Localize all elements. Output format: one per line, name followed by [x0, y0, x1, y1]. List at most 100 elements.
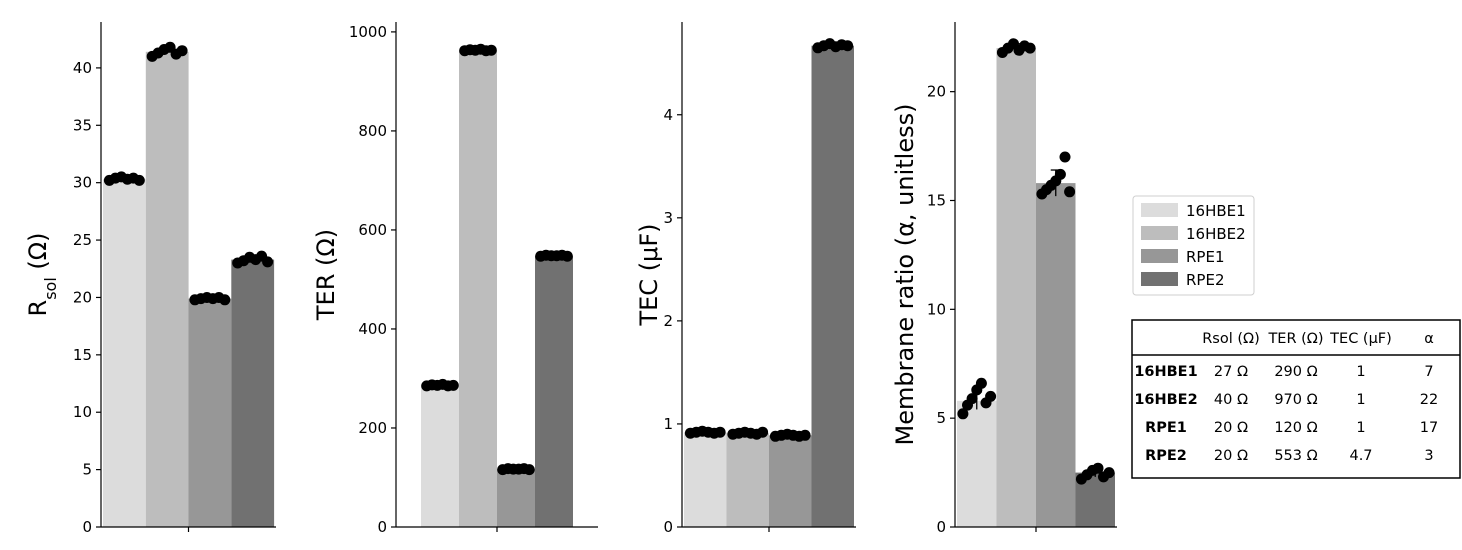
table-cell: 40 Ω	[1214, 392, 1248, 408]
point-RPE2	[1103, 467, 1115, 479]
bar-16HBE1	[957, 400, 997, 528]
bar-RPE1	[497, 469, 535, 527]
bar-RPE1	[1036, 183, 1076, 527]
bar-RPE1	[188, 298, 232, 527]
point-RPE2	[561, 250, 573, 262]
point-RPE1	[1054, 168, 1066, 180]
y-tick-label: 0	[936, 518, 946, 536]
point-RPE1	[523, 464, 535, 476]
bar-16HBE2	[459, 50, 497, 527]
y-tick-label: 40	[73, 59, 92, 77]
legend-label-16HBE1: 16HBE1	[1186, 202, 1246, 220]
bar-16HBE1	[684, 432, 727, 527]
table-cell: 20 Ω	[1214, 448, 1248, 464]
panel-1: 0 5 10 15 20 25 30 35 40 Rsol (Ω)	[24, 22, 276, 536]
point-RPE2	[262, 256, 274, 268]
bar-16HBE2	[996, 48, 1036, 527]
table-row-label: RPE2	[1145, 448, 1187, 464]
y-tick-label: 0	[82, 518, 92, 536]
point-16HBE1	[714, 426, 726, 438]
legend: 16HBE1 16HBE2 RPE1 RPE2	[1132, 195, 1255, 296]
y-tick-label: 35	[73, 116, 92, 134]
table-cell: 970 Ω	[1274, 392, 1317, 408]
bar-RPE2	[811, 45, 854, 527]
point-16HBE1	[957, 408, 969, 420]
table-row-label: 16HBE2	[1134, 392, 1197, 408]
table-cell: 7	[1424, 364, 1433, 380]
table-header: TEC (μF)	[1329, 331, 1392, 347]
point-16HBE2	[757, 426, 769, 438]
table-header: α	[1424, 331, 1434, 347]
y-tick-label: 20	[927, 83, 946, 101]
legend-swatch-16HBE1	[1141, 203, 1178, 217]
y-tick-label: 2	[663, 312, 673, 330]
point-RPE2	[842, 40, 854, 52]
legend-label-RPE1: RPE1	[1186, 248, 1225, 266]
point-16HBE1	[447, 379, 459, 391]
y-tick-label: 15	[927, 191, 946, 209]
table-cell: 4.7	[1349, 448, 1372, 464]
point-RPE1	[219, 294, 231, 306]
y-tick-label: 10	[73, 403, 92, 421]
table-cell: 17	[1420, 420, 1438, 436]
y-axis-label: TEC (μF)	[635, 223, 663, 326]
legend-swatch-RPE2	[1141, 272, 1178, 286]
table-cell: 20 Ω	[1214, 420, 1248, 436]
bar-RPE2	[231, 259, 275, 527]
table-cell: 1	[1356, 420, 1365, 436]
y-tick-label: 4	[663, 106, 673, 124]
y-tick-label: 800	[358, 122, 387, 140]
table-cell: 27 Ω	[1214, 364, 1248, 380]
table-header: TER (Ω)	[1267, 331, 1323, 347]
table-header: Rsol (Ω)	[1202, 331, 1260, 347]
table-row-label: 16HBE1	[1134, 364, 1197, 380]
y-tick-label: 400	[358, 320, 387, 338]
y-tick-label: 600	[358, 221, 387, 239]
table-cell: 3	[1424, 448, 1433, 464]
point-16HBE1	[985, 390, 997, 402]
y-tick-label: 30	[73, 174, 92, 192]
y-tick-label: 0	[377, 518, 387, 536]
legend-label-RPE2: RPE2	[1186, 271, 1225, 289]
table-cell: 290 Ω	[1274, 364, 1317, 380]
y-tick-label: 200	[358, 419, 387, 437]
point-RPE1	[1064, 186, 1076, 198]
point-16HBE2	[1024, 42, 1036, 54]
table-frame	[1131, 319, 1461, 479]
bar-16HBE1	[103, 179, 146, 527]
table-cell: 553 Ω	[1274, 448, 1317, 464]
point-RPE1	[1059, 151, 1071, 163]
table-cell: 22	[1420, 392, 1438, 408]
point-RPE1	[799, 429, 811, 441]
y-axis-label: Rsol (Ω)	[24, 233, 60, 317]
y-tick-label: 1	[663, 415, 673, 433]
y-tick-label: 25	[73, 231, 92, 249]
table-cell: 120 Ω	[1274, 420, 1317, 436]
point-RPE2	[1092, 462, 1104, 474]
bar-16HBE1	[421, 385, 459, 527]
bar-16HBE2	[145, 51, 189, 528]
legend-frame	[1132, 195, 1255, 296]
y-axis-label: TER (Ω)	[312, 229, 340, 321]
bar-RPE1	[769, 435, 812, 527]
y-tick-label: 5	[936, 409, 946, 427]
legend-swatch-16HBE2	[1141, 226, 1178, 240]
y-tick-label: 20	[73, 288, 92, 306]
summary-table: Rsol (Ω) TER (Ω) TEC (μF) α 16HBE1 27 Ω 290 Ω 1…	[1131, 319, 1461, 479]
bar-16HBE2	[726, 433, 769, 527]
panel-3: 0 1 2 3 4 TEC (μF)	[635, 22, 856, 536]
table-cell: 1	[1356, 364, 1365, 380]
y-tick-label: 0	[663, 518, 673, 536]
point-16HBE1	[975, 377, 987, 389]
panel-2: 0 200 400 600 800 1000 TER (Ω)	[312, 22, 598, 536]
y-tick-label: 15	[73, 346, 92, 364]
legend-label-16HBE2: 16HBE2	[1186, 225, 1246, 243]
y-tick-label: 10	[927, 300, 946, 318]
panel-4: 0 5 10 15 20 Membrane ratio (α, unitless)	[891, 22, 1117, 536]
y-axis-label: Membrane ratio (α, unitless)	[891, 104, 919, 446]
table-cell: 1	[1356, 392, 1365, 408]
point-16HBE2	[176, 45, 188, 57]
bar-RPE2	[535, 255, 573, 527]
y-tick-label: 5	[82, 461, 92, 479]
